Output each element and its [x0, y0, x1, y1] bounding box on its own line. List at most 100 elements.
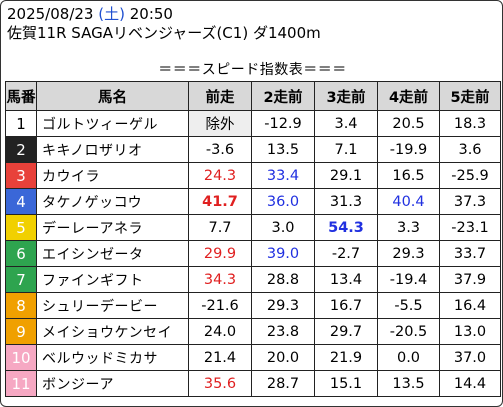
horse-number: 4 [5, 188, 37, 215]
table-row: 7 ファインギフト 34.3 28.8 13.4 -19.4 37.9 [5, 266, 501, 293]
speed-index-value: -23.1 [439, 214, 501, 241]
horse-name: シュリーデービー [36, 292, 189, 319]
table-row: 8 シュリーデービー -21.6 29.3 16.7 -5.5 16.4 [5, 292, 501, 319]
speed-index-value: 37.3 [439, 188, 501, 215]
horse-number: 10 [5, 344, 37, 371]
speed-index-value: 15.1 [314, 370, 378, 397]
speed-index-value: 40.4 [377, 188, 440, 215]
speed-index-value: -19.4 [377, 266, 440, 293]
race-date: 2025/08/23 [7, 5, 94, 23]
horse-number: 3 [5, 162, 37, 189]
horse-number: 11 [5, 370, 37, 397]
speed-index-value: 24.0 [188, 318, 252, 345]
table-header-row: 馬番 馬名 前走 2走前 3走前 4走前 5走前 [5, 81, 501, 111]
speed-index-value: -2.7 [314, 240, 378, 267]
speed-index-value: 28.8 [251, 266, 315, 293]
speed-index-value: 37.9 [439, 266, 501, 293]
speed-index-value: -5.5 [377, 292, 440, 319]
horse-number: 9 [5, 318, 37, 345]
speed-index-value: -3.6 [188, 136, 252, 163]
speed-index-value: 23.8 [251, 318, 315, 345]
speed-index-value: 24.3 [188, 162, 252, 189]
speed-index-value: 7.7 [188, 214, 252, 241]
col-header-last: 前走 [188, 81, 252, 111]
speed-index-value: 29.7 [314, 318, 378, 345]
horse-number: 8 [5, 292, 37, 319]
horse-name: ボンジーア [36, 370, 189, 397]
date-line: 2025/08/23 (土) 20:50 [7, 5, 321, 24]
col-header-2nd: 2走前 [251, 81, 315, 111]
speed-index-value: 33.4 [251, 162, 315, 189]
horse-number: 5 [5, 214, 37, 241]
speed-index-value: 13.4 [314, 266, 378, 293]
speed-index-value: 34.3 [188, 266, 252, 293]
speed-index-value: 41.7 [188, 188, 252, 215]
race-info: 佐賀11R SAGAリベンジャーズ(C1) ダ1400m [7, 24, 321, 42]
speed-index-value: 3.4 [314, 110, 378, 137]
col-header-3rd: 3走前 [314, 81, 378, 111]
speed-index-value: 14.4 [439, 370, 501, 397]
horse-name: カウイラ [36, 162, 189, 189]
speed-index-value: 29.1 [314, 162, 378, 189]
horse-number: 7 [5, 266, 37, 293]
speed-index-value: 13.0 [439, 318, 501, 345]
horse-name: タケノゲッコウ [36, 188, 189, 215]
speed-index-value: 36.0 [251, 188, 315, 215]
speed-index-value: -12.9 [251, 110, 315, 137]
speed-index-value: 20.0 [251, 344, 315, 371]
race-time: 20:50 [129, 5, 173, 23]
speed-index-value: 37.0 [439, 344, 501, 371]
speed-index-value: -20.5 [377, 318, 440, 345]
table-row: 3 カウイラ 24.3 33.4 29.1 16.5 -25.9 [5, 162, 501, 189]
col-header-number: 馬番 [5, 81, 37, 111]
horse-number: 2 [5, 136, 37, 163]
speed-index-value: 29.3 [251, 292, 315, 319]
horse-name: メイショウケンセイ [36, 318, 189, 345]
col-header-name: 馬名 [36, 81, 189, 111]
horse-name: エイシンゼータ [36, 240, 189, 267]
speed-index-value: -25.9 [439, 162, 501, 189]
speed-index-value: 7.1 [314, 136, 378, 163]
speed-index-value: 除外 [188, 110, 252, 137]
speed-index-value: 28.7 [251, 370, 315, 397]
speed-index-value: 29.3 [377, 240, 440, 267]
speed-index-value: 39.0 [251, 240, 315, 267]
table-row: 4 タケノゲッコウ 41.7 36.0 31.3 40.4 37.3 [5, 188, 501, 215]
horse-number: 1 [5, 110, 37, 137]
speed-index-value: 54.3 [314, 214, 378, 241]
speed-index-value: 3.0 [251, 214, 315, 241]
horse-number: 6 [5, 240, 37, 267]
race-day-of-week: (土) [98, 5, 125, 23]
speed-index-value: 21.4 [188, 344, 252, 371]
col-header-4th: 4走前 [377, 81, 440, 111]
speed-index-value: 3.3 [377, 214, 440, 241]
speed-index-table: 馬番 馬名 前走 2走前 3走前 4走前 5走前 1 ゴルトツィーゲル 除外 -12.… [5, 81, 501, 397]
speed-index-value: 0.0 [377, 344, 440, 371]
race-header: 2025/08/23 (土) 20:50 佐賀11R SAGAリベンジャーズ(C… [7, 5, 321, 43]
table-row: 6 エイシンゼータ 29.9 39.0 -2.7 29.3 33.7 [5, 240, 501, 267]
table-row: 5 デーレーアネラ 7.7 3.0 54.3 3.3 -23.1 [5, 214, 501, 241]
table-row: 9 メイショウケンセイ 24.0 23.8 29.7 -20.5 13.0 [5, 318, 501, 345]
speed-index-value: -21.6 [188, 292, 252, 319]
horse-name: ファインギフト [36, 266, 189, 293]
speed-index-value: 13.5 [377, 370, 440, 397]
speed-index-value: 33.7 [439, 240, 501, 267]
table-row: 10 ベルウッドミカサ 21.4 20.0 21.9 0.0 37.0 [5, 344, 501, 371]
table-row: 2 キキノロザリオ -3.6 13.5 7.1 -19.9 3.6 [5, 136, 501, 163]
speed-index-value: 16.7 [314, 292, 378, 319]
horse-name: ベルウッドミカサ [36, 344, 189, 371]
table-title: ＝＝＝スピード指数表＝＝＝ [158, 62, 347, 78]
col-header-5th: 5走前 [439, 81, 501, 111]
speed-index-value: 20.5 [377, 110, 440, 137]
horse-name: キキノロザリオ [36, 136, 189, 163]
speed-index-value: 35.6 [188, 370, 252, 397]
horse-name: デーレーアネラ [36, 214, 189, 241]
speed-index-value: 13.5 [251, 136, 315, 163]
horse-name: ゴルトツィーゲル [36, 110, 189, 137]
speed-index-value: -19.9 [377, 136, 440, 163]
speed-index-value: 31.3 [314, 188, 378, 215]
speed-index-value: 16.4 [439, 292, 501, 319]
speed-index-value: 21.9 [314, 344, 378, 371]
speed-index-value: 16.5 [377, 162, 440, 189]
